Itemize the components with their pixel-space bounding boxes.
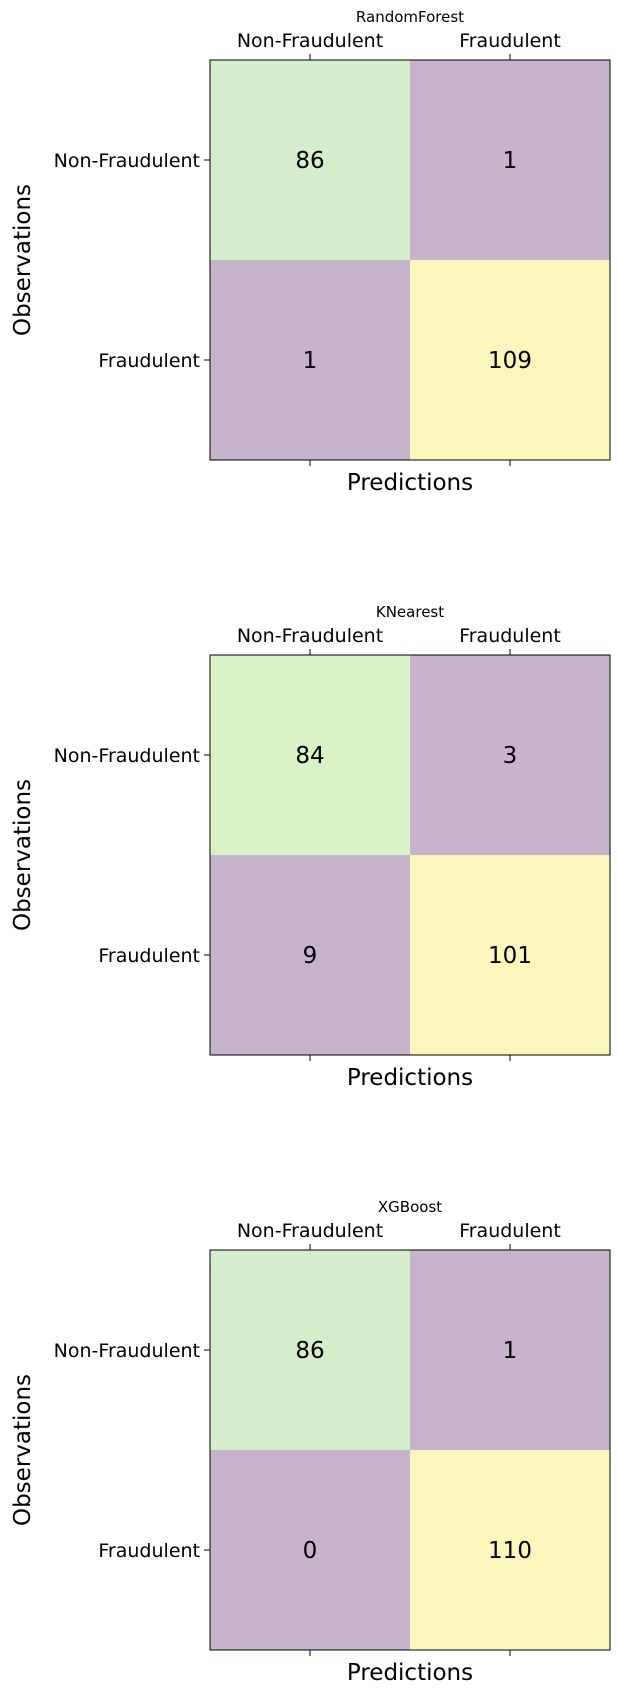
matrix-cell [210, 60, 410, 260]
plot-frame [209, 1249, 611, 1651]
x-tick-label: Non-Fraudulent [237, 625, 383, 647]
cell-value: 3 [503, 743, 518, 769]
confusion-matrix-panel: 86 1 1 109 RandomForest Non-Fraudulent Fraudul… [10, 8, 611, 496]
cell-value: 9 [303, 943, 318, 969]
y-tick-label: Non-Fraudulent [54, 150, 200, 172]
chart-title: XGBoost [378, 1198, 442, 1216]
x-axis-label: Predictions [347, 1065, 473, 1091]
cell-value: 1 [303, 348, 318, 374]
y-axis-label: Observations [10, 779, 36, 931]
matrix-cell [410, 855, 610, 1055]
cell-value: 109 [488, 348, 532, 374]
x-tick-label: Fraudulent [459, 1220, 561, 1242]
y-axis-label: Observations [10, 1374, 36, 1526]
cell-value: 110 [488, 1538, 532, 1564]
cell-value: 0 [303, 1538, 318, 1564]
chart-title: KNearest [376, 603, 444, 621]
x-tick-label: Non-Fraudulent [237, 1220, 383, 1242]
y-tick-label: Non-Fraudulent [54, 745, 200, 767]
cell-value: 1 [503, 148, 518, 174]
cell-value: 86 [295, 1338, 324, 1364]
matrix-cell [410, 655, 610, 855]
matrix-cell [210, 655, 410, 855]
cell-value: 86 [295, 148, 324, 174]
x-axis-label: Predictions [347, 1660, 473, 1686]
y-tick-label: Fraudulent [98, 350, 200, 372]
x-tick-label: Non-Fraudulent [237, 30, 383, 52]
x-tick-label: Fraudulent [459, 625, 561, 647]
matrix-cell [210, 1250, 410, 1450]
matrix-cell [410, 260, 610, 460]
y-tick-label: Non-Fraudulent [54, 1340, 200, 1362]
matrix-cell [210, 260, 410, 460]
plot-frame [209, 59, 611, 461]
matrix-cell [210, 855, 410, 1055]
cell-value: 84 [295, 743, 324, 769]
cell-value: 101 [488, 943, 532, 969]
y-axis-label: Observations [10, 184, 36, 336]
matrix-cell [410, 1450, 610, 1650]
y-tick-label: Fraudulent [98, 945, 200, 967]
plot-frame [209, 654, 611, 1056]
x-axis-label: Predictions [347, 470, 473, 496]
matrix-cell [410, 1250, 610, 1450]
cell-value: 1 [503, 1338, 518, 1364]
y-tick-label: Fraudulent [98, 1540, 200, 1562]
confusion-matrix-panel: 86 1 0 110 XGBoost Non-Fraudulent Fraudulent No… [10, 1198, 611, 1686]
matrix-cell [210, 1450, 410, 1650]
confusion-matrix-panel: 84 3 9 101 KNearest Non-Fraudulent Fraudulent N… [10, 603, 611, 1091]
matrix-cell [410, 60, 610, 260]
x-tick-label: Fraudulent [459, 30, 561, 52]
chart-title: RandomForest [356, 8, 464, 26]
